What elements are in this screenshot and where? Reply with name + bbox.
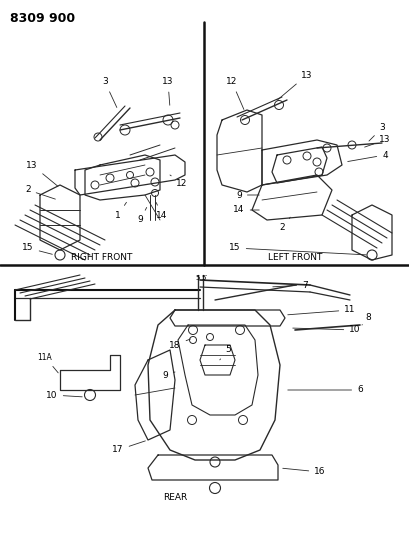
Text: 14: 14 <box>233 206 258 214</box>
Text: 4: 4 <box>347 150 387 161</box>
Text: 17: 17 <box>112 441 145 455</box>
Text: 11A: 11A <box>38 352 58 373</box>
Text: 3: 3 <box>368 124 384 141</box>
Text: 13: 13 <box>364 135 390 147</box>
Text: 2: 2 <box>279 217 290 232</box>
Text: 15: 15 <box>22 244 52 254</box>
Text: 8309 900: 8309 900 <box>10 12 75 25</box>
Text: 8: 8 <box>361 313 370 325</box>
Text: 6: 6 <box>287 385 362 394</box>
Text: 5: 5 <box>196 275 200 281</box>
Text: 10: 10 <box>46 391 82 400</box>
Text: 16: 16 <box>282 467 325 477</box>
Text: 10: 10 <box>292 326 360 335</box>
Text: 9: 9 <box>137 207 146 224</box>
Text: 1: 1 <box>115 203 126 220</box>
Text: LEFT FRONT: LEFT FRONT <box>267 254 321 262</box>
Text: 7: 7 <box>272 280 307 289</box>
Text: 12: 12 <box>170 175 187 188</box>
Text: 13: 13 <box>162 77 173 105</box>
Text: 18: 18 <box>169 339 190 350</box>
Text: 11: 11 <box>287 305 355 315</box>
Text: 5′: 5′ <box>200 275 207 281</box>
Text: 9: 9 <box>162 370 175 379</box>
Text: 9: 9 <box>236 190 258 199</box>
Text: 12: 12 <box>226 77 243 109</box>
Text: 13: 13 <box>276 70 312 100</box>
Text: 2: 2 <box>25 185 55 199</box>
Text: REAR: REAR <box>162 492 187 502</box>
Text: RIGHT FRONT: RIGHT FRONT <box>71 254 133 262</box>
Text: 3: 3 <box>102 77 117 108</box>
Text: 15: 15 <box>229 244 365 255</box>
Text: 5: 5 <box>219 345 230 360</box>
Text: 14: 14 <box>156 203 167 220</box>
Text: 13: 13 <box>26 160 58 186</box>
